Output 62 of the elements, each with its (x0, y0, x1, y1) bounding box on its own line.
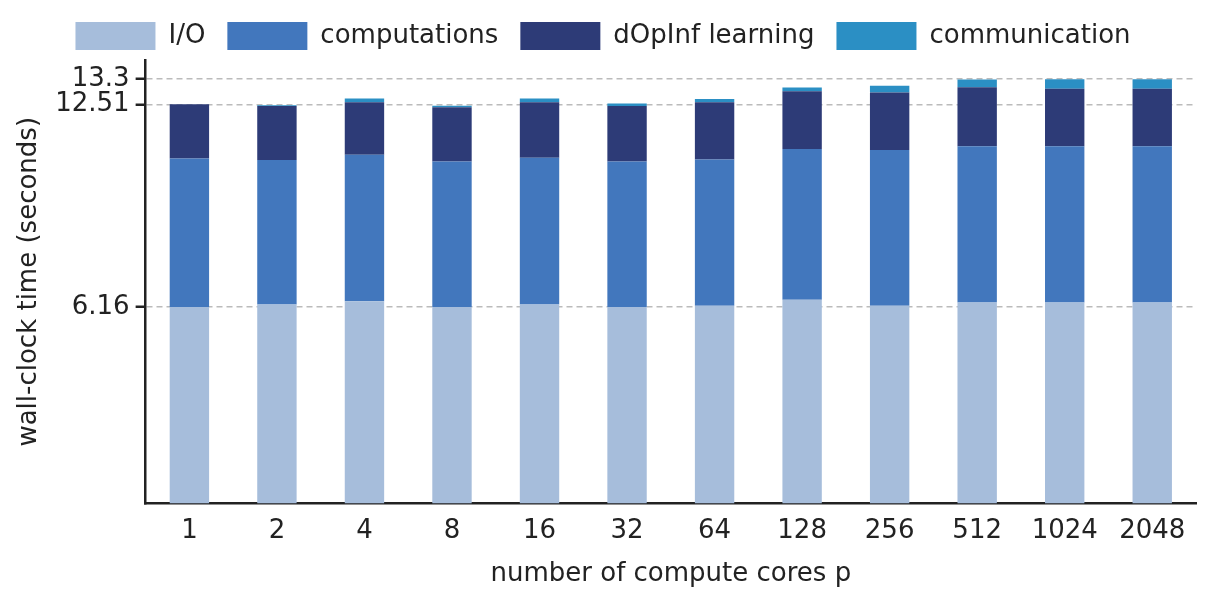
x-tick-label: 2048 (1119, 513, 1186, 544)
bar (869, 92, 910, 150)
bar (957, 87, 997, 147)
legend-label: communication (929, 18, 1131, 49)
bar (607, 307, 647, 504)
x-tick-label: 512 (952, 513, 1002, 544)
bar (607, 103, 647, 106)
bar (519, 304, 560, 504)
bar (957, 146, 997, 303)
bar (694, 159, 735, 306)
x-tick-label: 256 (864, 513, 915, 544)
bar (1132, 146, 1172, 303)
x-tick-label: 8 (443, 513, 461, 544)
x-axis-title: number of compute cores p (490, 557, 852, 588)
bar (519, 157, 560, 305)
bar (782, 299, 822, 504)
bar (694, 305, 735, 504)
bar (694, 102, 735, 160)
x-tick-label: 64 (698, 513, 732, 544)
bar (432, 161, 472, 308)
bar (782, 91, 822, 150)
bar (344, 301, 385, 504)
legend-label: computations (320, 18, 499, 49)
bar (169, 104, 210, 159)
bar (957, 79, 997, 88)
bar (957, 302, 997, 504)
bar (607, 105, 647, 162)
bar (257, 105, 297, 160)
x-tick-label: 32 (610, 513, 644, 544)
bar (694, 98, 735, 103)
bar (1045, 79, 1085, 89)
legend-label: dOpInf learning (613, 18, 815, 49)
y-tick-label: 6.16 (71, 289, 130, 320)
bar (432, 307, 472, 504)
bar (1132, 88, 1172, 147)
bar (782, 87, 822, 92)
x-tick-label: 1 (181, 513, 198, 544)
bar (869, 150, 910, 306)
x-tick-label: 16 (522, 513, 557, 544)
bar (344, 102, 385, 155)
bar (519, 102, 560, 158)
x-tick-label: 128 (777, 513, 827, 544)
bar (169, 307, 210, 504)
bar (257, 304, 297, 504)
bar (1045, 302, 1085, 504)
bar (169, 158, 210, 308)
bar (1045, 88, 1085, 147)
bar (344, 154, 385, 302)
bar (869, 305, 910, 504)
x-tick-label: 4 (356, 513, 373, 544)
x-tick-label: 2 (268, 513, 286, 544)
bar (432, 107, 472, 162)
legend-label: I/O (168, 18, 206, 49)
bar (782, 149, 822, 300)
bar (1132, 79, 1172, 89)
bar (869, 85, 910, 93)
bar (1132, 302, 1172, 504)
bar (1045, 146, 1085, 303)
bar (257, 159, 297, 305)
y-axis-title: wall-clock time (seconds) (12, 116, 43, 447)
bar (607, 161, 647, 308)
x-tick-label: 1024 (1031, 513, 1098, 544)
